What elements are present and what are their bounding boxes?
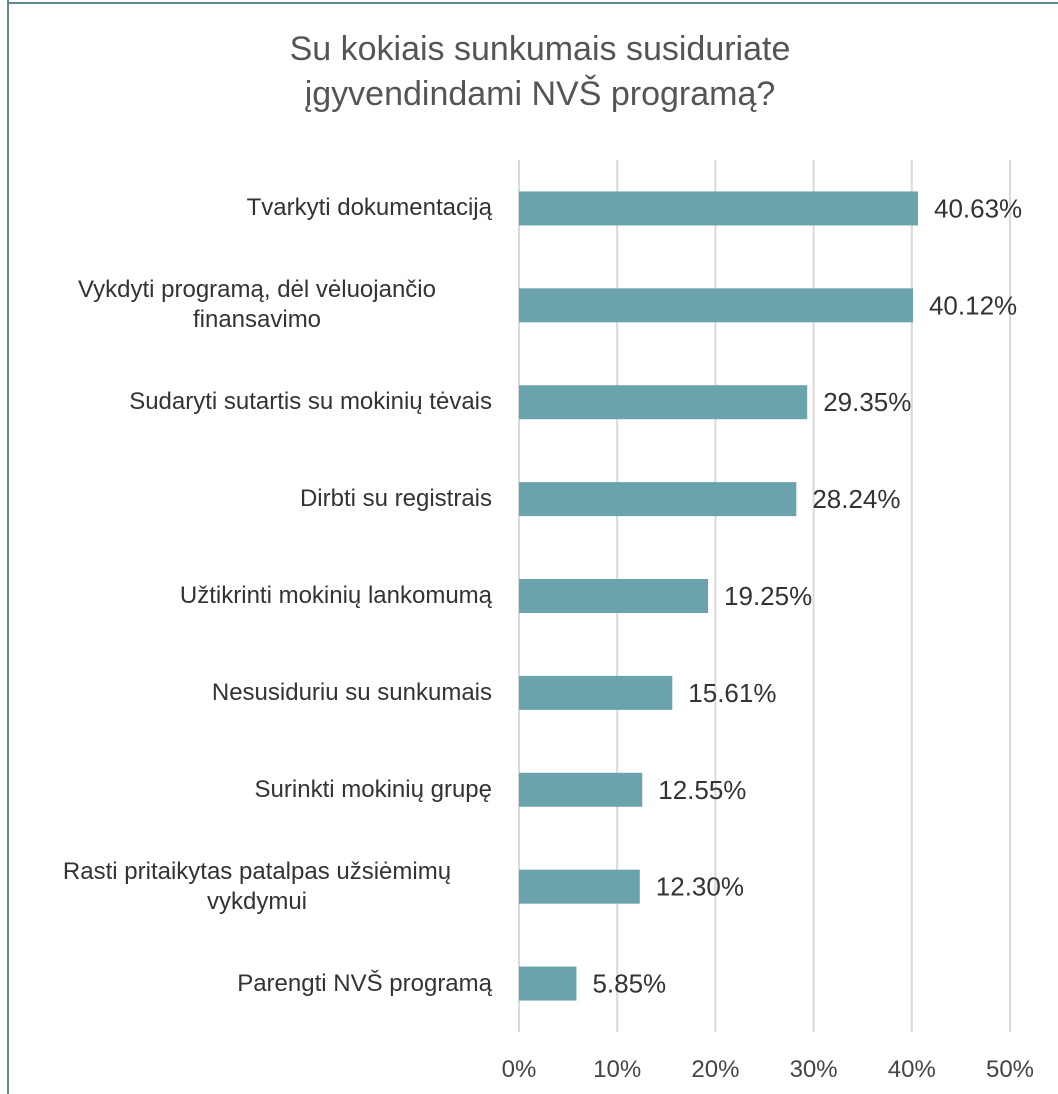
value-label: 5.85% [592,969,666,999]
x-tick-label: 30% [790,1056,838,1083]
bar [519,482,797,517]
x-tick-label: 10% [593,1056,641,1083]
chart-title: Su kokiais sunkumais susiduriate įgyvendi… [290,30,791,113]
value-label: 12.30% [656,872,744,902]
bar [519,191,918,226]
y-tick-label: Užtikrinti mokinių lankomumą [179,582,492,609]
title-line: įgyvendindami NVŠ programą? [305,75,776,113]
title-line: Su kokiais sunkumais susiduriate [290,30,791,68]
value-label: 29.35% [823,387,911,417]
bar [519,675,673,710]
value-label: 15.61% [688,678,776,708]
y-tick-label: Rasti pritaikytas patalpas užsiėmimų vyk… [62,857,452,915]
y-tick-label: Sudaryti sutartis su mokinių tėvais [129,388,492,416]
value-label: 40.12% [929,290,1017,320]
x-tick-label: 40% [888,1056,936,1083]
value-label: 28.24% [812,484,900,514]
x-tick-label: 20% [691,1056,739,1083]
y-tick-label: Dirbti su registrais [299,485,492,513]
y-tick-label: Surinkti mokinių grupę [254,775,492,803]
value-label: 40.63% [934,193,1022,223]
y-tick-label: Nesusiduriu su sunkumais [211,678,492,706]
bar [519,772,643,807]
y-tick-label: Parengti NVŠ programą [237,969,492,997]
x-tick-label: 50% [986,1056,1034,1083]
bar [519,385,808,420]
bar [519,966,577,1001]
value-label: 19.25% [724,581,812,611]
y-tick-label: Vykdyti programą, dėl vėluojančio finans… [78,276,436,334]
bar [519,288,913,323]
bar [519,869,640,904]
bar [519,579,709,613]
x-tick-label: 0% [502,1056,537,1083]
value-label: 12.55% [658,775,746,805]
y-tick-label: Tvarkyti dokumentaciją [246,194,492,222]
